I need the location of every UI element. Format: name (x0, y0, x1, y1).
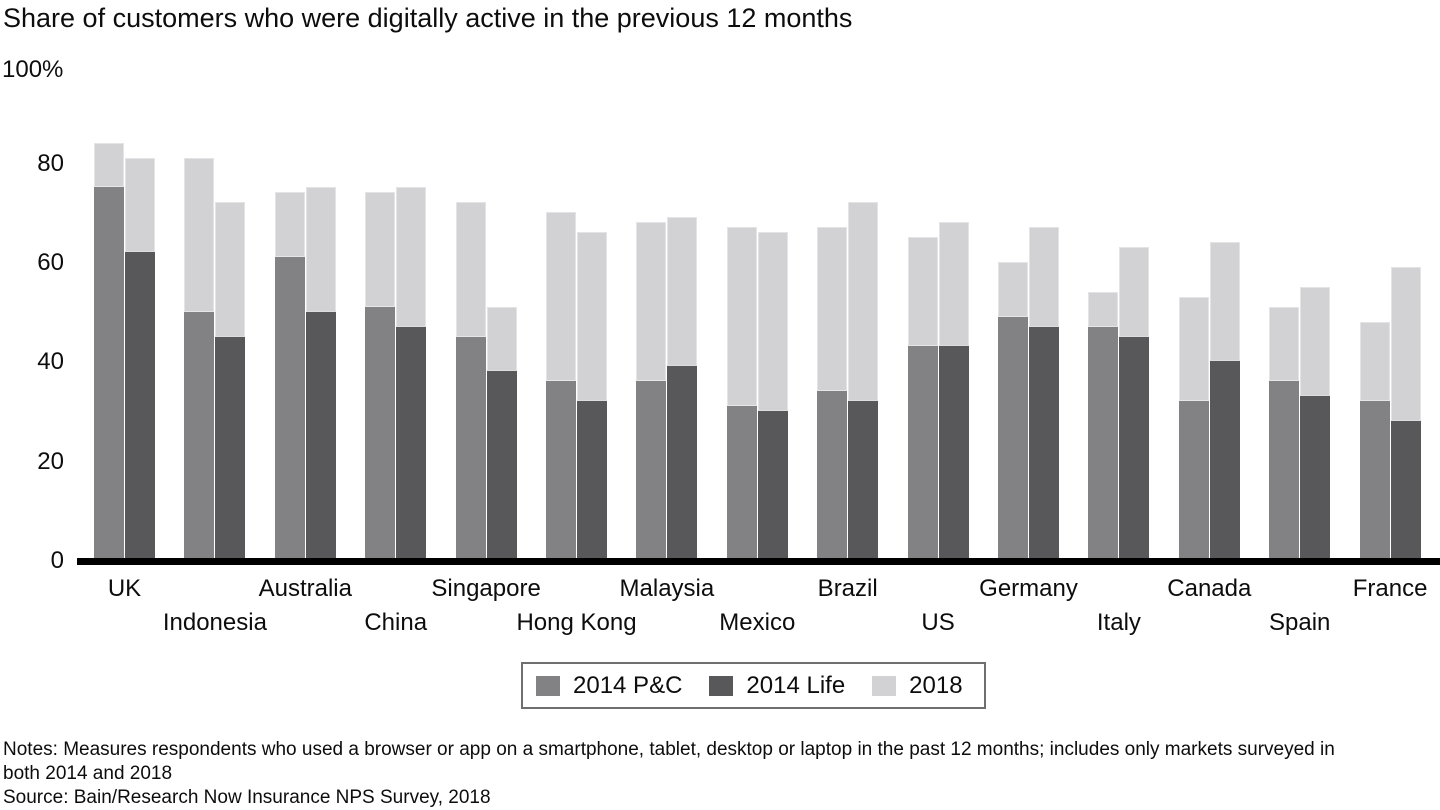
bar-canada-life (1209, 242, 1240, 560)
legend-label: 2014 P&C (573, 671, 683, 699)
notes-line-1: Notes: Measures respondents who used a b… (3, 739, 1335, 760)
bar-uk-pc (94, 142, 124, 560)
x-label-brazil: Brazil (817, 575, 878, 602)
segment-2014-life (848, 400, 879, 560)
bar-italy-life (1119, 247, 1150, 560)
segment-2014-pc (636, 380, 667, 560)
x-label-australia: Australia (258, 575, 352, 602)
bar-indonesia-life (215, 202, 246, 560)
legend-swatch (536, 675, 560, 696)
segment-2014-life (938, 345, 969, 560)
bar-singapore-life (486, 306, 517, 560)
segment-2014-pc (1178, 400, 1209, 560)
bar-mexico-pc (726, 227, 757, 560)
bar-spain-life (1300, 286, 1331, 560)
bar-hong-kong-pc (546, 212, 576, 560)
legend-swatch (709, 675, 734, 696)
segment-2014-life (1209, 360, 1240, 560)
x-label-spain: Spain (1268, 609, 1331, 636)
segment-2014-pc (1088, 325, 1119, 560)
segment-2014-pc (726, 405, 757, 560)
bar-mexico-life (757, 232, 788, 560)
x-label-italy: Italy (1096, 609, 1141, 636)
segment-2014-pc (274, 256, 305, 560)
footnotes: Notes: Measures respondents who used a b… (3, 738, 1335, 810)
segment-2014-life (757, 410, 788, 560)
x-label-malaysia: Malaysia (619, 575, 715, 602)
bar-australia-pc (274, 192, 305, 560)
bar-malaysia-pc (636, 222, 667, 560)
y-tick-80: 80 (37, 149, 64, 177)
segment-2014-life (215, 335, 246, 560)
bar-us-life (938, 222, 969, 560)
bar-malaysia-life (667, 217, 698, 560)
segment-2014-life (667, 365, 698, 560)
notes-line-2: both 2014 and 2018 (3, 763, 173, 784)
bar-germany-life (1029, 227, 1059, 560)
segment-2014-pc (817, 390, 848, 560)
segment-2014-pc (998, 315, 1028, 560)
segment-2014-pc (546, 380, 576, 560)
legend-item-2018: 2018 (872, 671, 963, 700)
legend-swatch (872, 675, 897, 696)
bar-australia-life (305, 187, 336, 560)
bar-indonesia-pc (184, 157, 215, 560)
segment-2014-life (125, 251, 155, 560)
bar-france-life (1390, 266, 1421, 560)
bar-spain-pc (1269, 306, 1300, 560)
x-label-hong-kong: Hong Kong (516, 609, 637, 636)
legend-item-2014-life: 2014 Life (709, 672, 845, 700)
bar-singapore-pc (455, 202, 486, 560)
y-tick-60: 60 (37, 248, 64, 276)
x-label-germany: Germany (979, 575, 1078, 602)
x-label-us: US (921, 609, 955, 636)
legend-item-2014-p-c: 2014 P&C (536, 672, 682, 700)
segment-2014-pc (455, 335, 486, 560)
source-line: Source: Bain/Research Now Insurance NPS … (3, 787, 491, 808)
bar-germany-pc (998, 261, 1028, 560)
segment-2014-pc (907, 345, 938, 560)
segment-2014-life (1119, 335, 1150, 560)
y-tick-20: 20 (37, 447, 64, 475)
segment-2014-pc (184, 310, 215, 560)
segment-2014-pc (1269, 380, 1300, 560)
segment-2014-life (1390, 419, 1421, 560)
legend-label: 2014 Life (746, 671, 846, 699)
bar-italy-pc (1088, 291, 1119, 560)
x-label-france: France (1352, 575, 1428, 602)
segment-2014-life (305, 310, 336, 560)
y-tick-0: 0 (50, 547, 64, 574)
segment-2014-life (1300, 395, 1331, 560)
legend: 2014 P&C 2014 Life 2018 (521, 662, 986, 709)
bar-canada-pc (1178, 296, 1209, 560)
x-label-canada: Canada (1167, 575, 1252, 602)
segment-2014-life (1029, 325, 1059, 560)
bar-us-pc (907, 237, 938, 560)
y-tick-40: 40 (37, 348, 64, 376)
bar-brazil-pc (817, 227, 848, 560)
bar-uk-life (125, 157, 155, 560)
segment-2014-life (577, 400, 607, 560)
segment-2014-life (486, 370, 517, 560)
y-axis-top-label: 100% (2, 56, 64, 83)
segment-2014-life (396, 325, 427, 560)
bar-brazil-life (848, 202, 879, 560)
bar-china-pc (365, 192, 396, 560)
legend-label: 2018 (909, 671, 963, 699)
chart-title: Share of customers who were digitally ac… (3, 3, 853, 33)
segment-2014-pc (1359, 400, 1390, 560)
bar-france-pc (1359, 321, 1390, 560)
bar-hong-kong-life (577, 232, 607, 560)
x-label-indonesia: Indonesia (162, 609, 267, 636)
segment-2014-pc (94, 186, 124, 560)
bar-china-life (396, 187, 427, 560)
x-label-mexico: Mexico (719, 609, 796, 636)
x-label-uk: UK (107, 575, 142, 602)
x-label-singapore: Singapore (431, 575, 541, 602)
segment-2014-pc (365, 305, 396, 560)
x-label-china: China (364, 609, 428, 636)
x-axis-line (77, 558, 1440, 565)
